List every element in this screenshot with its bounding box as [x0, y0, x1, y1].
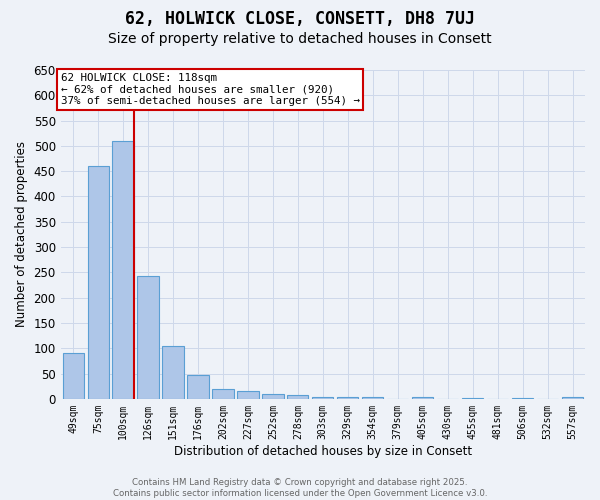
Bar: [462, 398, 483, 399]
Text: 62, HOLWICK CLOSE, CONSETT, DH8 7UJ: 62, HOLWICK CLOSE, CONSETT, DH8 7UJ: [125, 10, 475, 28]
X-axis label: Distribution of detached houses by size in Consett: Distribution of detached houses by size …: [174, 444, 472, 458]
Bar: [562, 397, 583, 399]
Bar: [412, 398, 433, 399]
Text: 62 HOLWICK CLOSE: 118sqm
← 62% of detached houses are smaller (920)
37% of semi-: 62 HOLWICK CLOSE: 118sqm ← 62% of detach…: [61, 72, 359, 106]
Bar: [512, 398, 533, 399]
Bar: [312, 398, 334, 399]
Bar: [287, 395, 308, 399]
Bar: [137, 276, 158, 399]
Bar: [238, 391, 259, 399]
Bar: [112, 141, 134, 399]
Y-axis label: Number of detached properties: Number of detached properties: [15, 142, 28, 328]
Bar: [212, 388, 233, 399]
Bar: [262, 394, 284, 399]
Bar: [187, 374, 209, 399]
Bar: [163, 346, 184, 399]
Bar: [88, 166, 109, 399]
Text: Contains HM Land Registry data © Crown copyright and database right 2025.
Contai: Contains HM Land Registry data © Crown c…: [113, 478, 487, 498]
Bar: [337, 397, 358, 399]
Bar: [362, 398, 383, 399]
Text: Size of property relative to detached houses in Consett: Size of property relative to detached ho…: [108, 32, 492, 46]
Bar: [62, 354, 84, 399]
